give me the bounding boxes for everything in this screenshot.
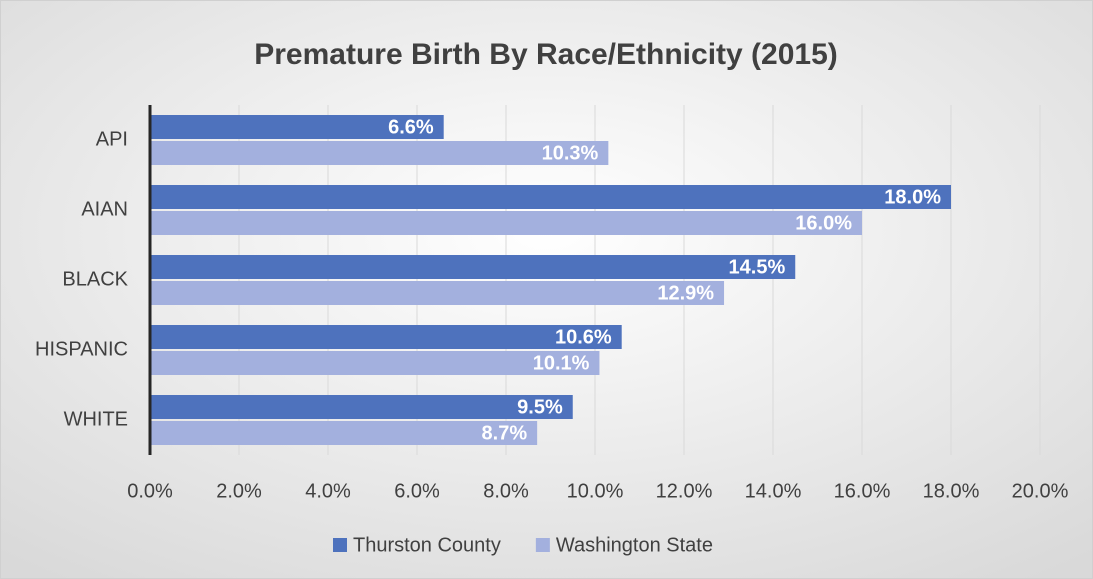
data-label: 12.9% [657, 282, 714, 304]
bar [150, 281, 725, 305]
legend-label: Washington State [556, 534, 713, 556]
legend-swatch [333, 538, 347, 552]
data-label: 18.0% [884, 186, 941, 208]
data-label: 10.3% [542, 142, 599, 164]
bar [150, 255, 796, 279]
bar [150, 395, 573, 419]
data-label: 14.5% [729, 256, 786, 278]
x-tick-label: 6.0% [394, 480, 440, 502]
x-tick-label: 20.0% [1012, 480, 1069, 502]
data-label: 6.6% [388, 116, 434, 138]
y-tick-label: AIAN [81, 198, 128, 220]
y-tick-label: API [96, 128, 128, 150]
x-tick-label: 14.0% [745, 480, 802, 502]
bar [150, 115, 444, 139]
x-tick-label: 4.0% [305, 480, 351, 502]
data-label: 9.5% [517, 396, 563, 418]
legend-swatch [535, 538, 550, 552]
bar [150, 141, 609, 165]
bar [150, 211, 862, 235]
x-tick-label: 10.0% [567, 480, 624, 502]
y-tick-label: WHITE [64, 408, 128, 430]
x-tick-label: 2.0% [216, 480, 262, 502]
x-tick-label: 18.0% [923, 480, 980, 502]
x-tick-label: 16.0% [834, 480, 891, 502]
chart-title: Premature Birth By Race/Ethnicity (2015) [254, 38, 838, 71]
data-label: 8.7% [482, 422, 528, 444]
data-label: 16.0% [795, 212, 852, 234]
x-tick-label: 12.0% [656, 480, 713, 502]
y-tick-label: HISPANIC [35, 338, 128, 360]
bar [150, 421, 538, 445]
x-tick-label: 0.0% [127, 480, 173, 502]
data-label: 10.6% [555, 326, 612, 348]
x-tick-label: 8.0% [483, 480, 529, 502]
bar [150, 325, 622, 349]
y-tick-label: BLACK [62, 268, 128, 290]
data-label: 10.1% [533, 352, 590, 374]
bar [150, 185, 951, 209]
legend-label: Thurston County [353, 534, 501, 556]
bar [150, 351, 600, 375]
